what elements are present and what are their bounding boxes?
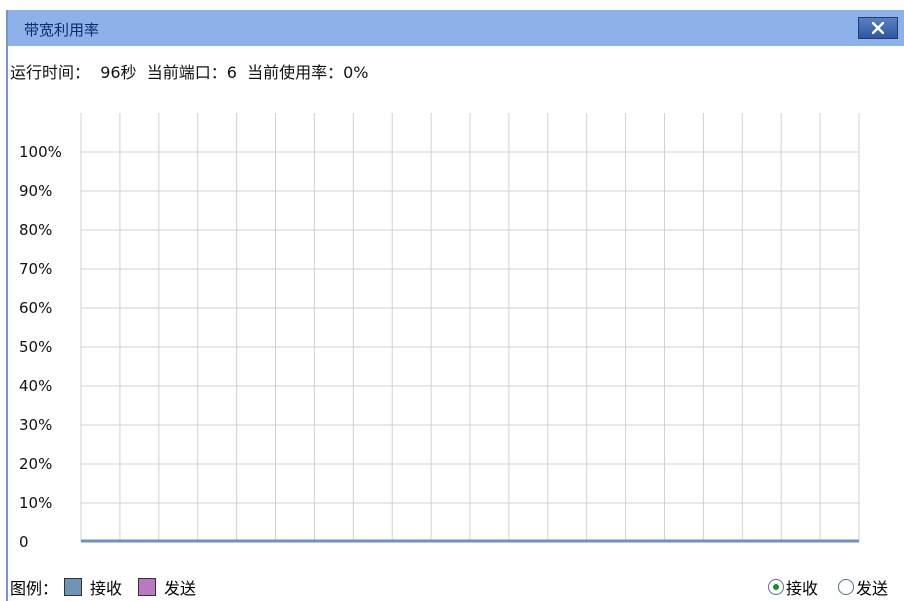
- direction-radio-group: 接收 发送: [748, 575, 888, 599]
- radio-send-label: 发送: [855, 579, 888, 598]
- window-title: 带宽利用率: [24, 21, 100, 39]
- y-tick-label: 10%: [19, 494, 52, 512]
- close-icon: [872, 22, 884, 34]
- radio-receive-label: 接收: [785, 579, 818, 598]
- runtime-label: 运行时间：: [10, 63, 91, 82]
- port-label: 当前端口：: [146, 63, 227, 82]
- y-tick-label: 0: [19, 533, 29, 551]
- window-left-border: [6, 10, 8, 601]
- usage-label: 当前使用率：: [247, 63, 344, 82]
- y-tick-label: 70%: [19, 260, 52, 278]
- title-bar: 带宽利用率: [8, 10, 904, 46]
- y-tick-label: 40%: [19, 377, 52, 395]
- legend-send-label: 发送: [164, 579, 197, 598]
- legend-title: 图例：: [10, 579, 59, 598]
- radio-send[interactable]: 发送: [837, 575, 888, 599]
- y-tick-label: 100%: [19, 143, 62, 161]
- close-button[interactable]: [858, 17, 898, 39]
- radio-send-circle[interactable]: [837, 579, 854, 595]
- legend-receive-label: 接收: [90, 579, 123, 598]
- y-tick-label: 50%: [19, 338, 52, 356]
- legend-receive-swatch: [64, 578, 83, 596]
- legend-send-swatch: [138, 578, 157, 596]
- port-value: 6: [226, 63, 237, 82]
- radio-receive-circle[interactable]: [767, 579, 784, 595]
- runtime-value: 96秒: [100, 63, 137, 82]
- y-tick-label: 20%: [19, 455, 52, 473]
- y-tick-label: 30%: [19, 416, 52, 434]
- y-tick-label: 90%: [19, 182, 52, 200]
- legend: 图例： 接收 发送: [10, 575, 206, 599]
- radio-receive[interactable]: 接收: [767, 575, 818, 599]
- status-line: 运行时间： 96秒 当前端口：6 当前使用率：0%: [10, 59, 369, 83]
- usage-value: 0%: [343, 63, 369, 82]
- y-tick-label: 80%: [19, 221, 52, 239]
- y-tick-label: 60%: [19, 299, 52, 317]
